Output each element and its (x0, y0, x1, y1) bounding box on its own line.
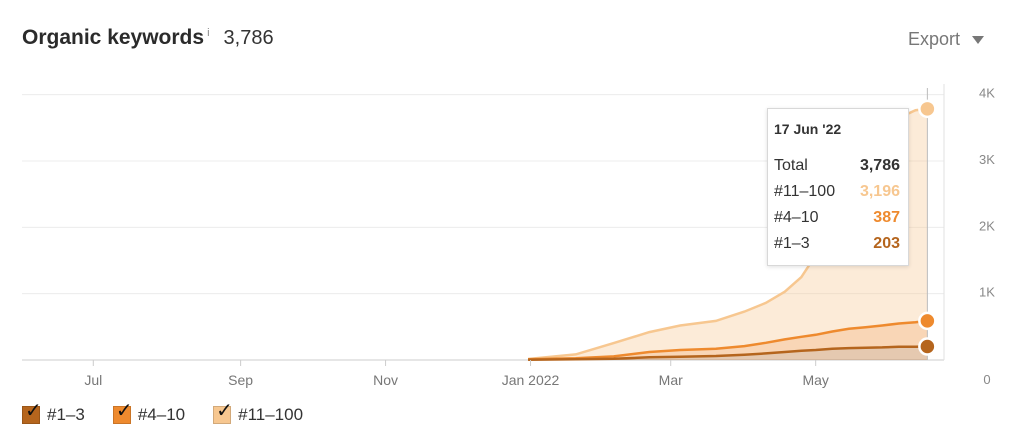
y-tick-label: 0 (983, 372, 990, 387)
hover-point-0 (918, 337, 937, 356)
legend-item[interactable]: ✓ #11–100 (213, 401, 304, 425)
tooltip-row-label: #4–10 (774, 209, 819, 226)
tooltip-row-value: 387 (873, 209, 900, 226)
chart-legend: ✓ #1–3 ✓ #4–10 ✓ #11–100 (22, 401, 331, 425)
y-tick-label: 1K (979, 285, 995, 300)
hover-markers (918, 88, 937, 360)
series-line-1 (528, 319, 928, 361)
y-tick-label: 3K (979, 152, 995, 167)
tooltip-row: #11–100 3,196 (774, 179, 900, 205)
tooltip-row-label: Total (774, 157, 808, 174)
tooltip-row: #4–10 387 (774, 205, 900, 231)
x-tick-label: Mar (659, 372, 683, 388)
checkmark-icon: ✓ (115, 400, 133, 422)
hover-point-2 (918, 99, 937, 119)
hover-point-1 (918, 311, 937, 331)
legend-label: #1–3 (47, 405, 85, 424)
tooltip-row: #1–3 203 (774, 231, 900, 257)
total-keywords: 3,786 (223, 27, 274, 49)
y-tick-label: 4K (979, 86, 995, 101)
x-tick-label: May (802, 372, 828, 388)
export-button[interactable]: Export (908, 29, 984, 50)
area-fill-1 (528, 320, 928, 360)
legend-checkbox[interactable]: ✓ (213, 401, 233, 424)
x-tick-label: Sep (228, 372, 253, 388)
export-label: Export (907, 29, 960, 49)
tooltip-row-value: 3,786 (859, 157, 900, 174)
checkmark-icon: ✓ (216, 400, 233, 422)
tooltip-rows: Total 3,786 #11–100 3,196 #4–10 387 #1–3 203 (774, 153, 900, 257)
x-tick-label: Nov (373, 372, 398, 388)
y-tick-label: 2K (979, 218, 995, 233)
tooltip-row-label: #11–100 (774, 183, 836, 200)
tooltip-date: 17 Jun '22 (774, 121, 842, 137)
chart-title: Organic keywords (22, 26, 205, 49)
tooltip-row-label: #1–3 (774, 235, 810, 252)
tooltip-row-value: 203 (873, 235, 900, 252)
legend-item[interactable]: ✓ #4–10 (112, 401, 186, 425)
area-fill-2 (528, 108, 928, 360)
chart-header: Organic keywords i 3,786 (22, 26, 274, 56)
legend-checkbox[interactable]: ✓ (112, 401, 133, 424)
axis-ticks: 0 1K 2K 3K 4K Jul Sep Nov Jan 2022 Mar May (84, 86, 995, 388)
x-tick-label: Jan 2022 (502, 372, 560, 388)
tooltip-row: Total 3,786 (774, 153, 900, 179)
chevron-down-icon (972, 35, 984, 44)
tooltip-row-value: 3,196 (859, 183, 900, 200)
legend-label: #4–10 (137, 405, 186, 424)
x-tick-label: Jul (84, 372, 102, 388)
info-icon[interactable]: i (207, 27, 210, 39)
legend-item[interactable]: ✓ #1–3 (22, 401, 85, 425)
legend-label: #11–100 (238, 405, 304, 424)
chart-tooltip: 17 Jun '22 Total 3,786 #11–100 3,196 #4–10 38… (767, 108, 909, 266)
checkmark-icon: ✓ (25, 400, 42, 422)
legend-checkbox[interactable]: ✓ (22, 401, 42, 424)
series-line-0 (528, 345, 928, 361)
